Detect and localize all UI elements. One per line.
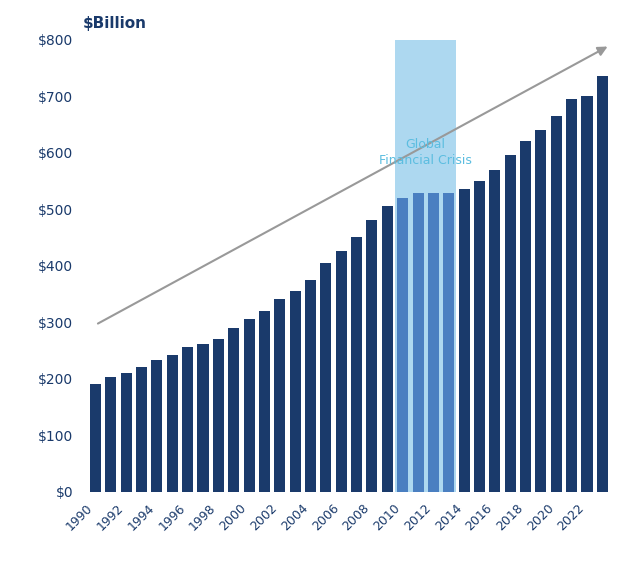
Bar [582,96,593,492]
Bar [259,311,270,492]
Bar [244,319,255,492]
Bar [275,299,285,492]
Bar [395,40,456,492]
Bar [228,328,239,492]
Bar [428,193,439,492]
Bar [459,189,470,492]
Bar [597,76,608,492]
Bar [444,193,454,492]
Bar [474,181,485,492]
Bar [413,193,424,492]
Bar [167,355,178,492]
Bar [136,367,147,492]
Bar [520,141,531,492]
Bar [152,360,163,492]
Bar [182,347,193,492]
Bar [551,116,562,492]
Text: Global
Financial Crisis: Global Financial Crisis [380,138,472,167]
Bar [351,237,362,492]
Bar [336,251,347,492]
Bar [536,130,547,492]
Bar [321,263,332,492]
Bar [505,155,516,492]
Bar [566,99,577,492]
Bar [305,280,316,492]
Bar [90,384,101,492]
Bar [213,339,224,492]
Bar [121,373,132,492]
Bar [382,206,393,492]
Bar [397,198,408,492]
Bar [290,291,301,492]
Bar [490,170,500,492]
Bar [106,377,116,492]
Bar [367,220,378,492]
Text: $Billion: $Billion [83,15,147,31]
Bar [198,344,209,492]
